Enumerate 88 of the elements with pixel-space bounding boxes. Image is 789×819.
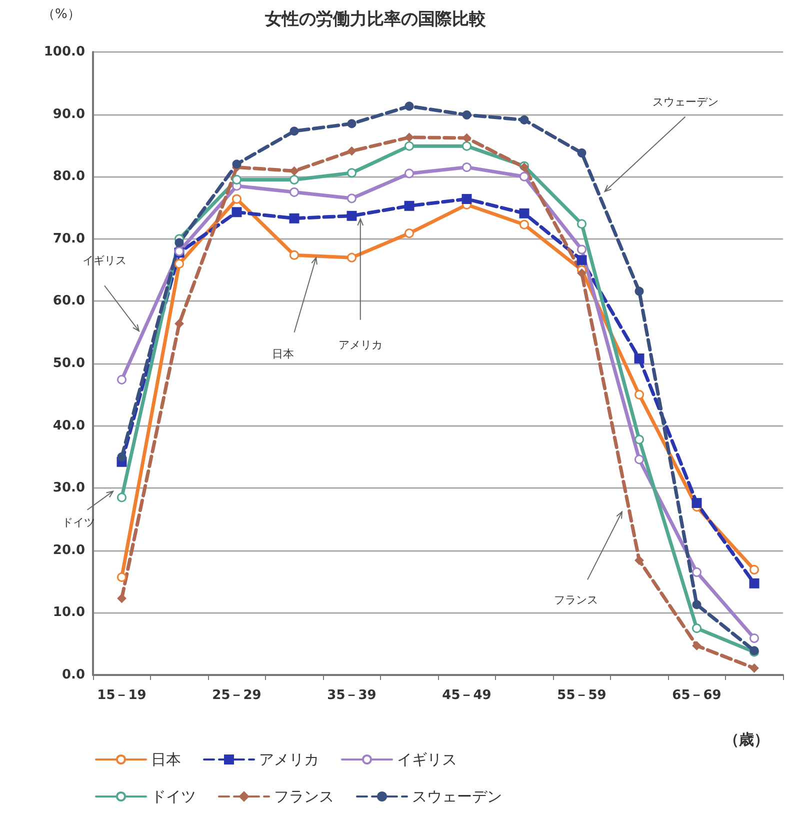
y-axis-title: （%） — [42, 7, 80, 22]
point — [519, 208, 530, 218]
y-tick-label: 20.0 — [52, 542, 85, 558]
point — [520, 115, 529, 124]
legend-label: スウェーデン — [412, 788, 502, 806]
point — [174, 238, 184, 248]
point — [117, 572, 126, 582]
point — [232, 174, 242, 184]
point — [117, 492, 126, 502]
y-tick-label: 100.0 — [44, 44, 85, 60]
point — [232, 160, 242, 169]
point — [347, 146, 356, 156]
annotation: 日本 — [272, 348, 294, 361]
point — [577, 219, 586, 229]
point — [290, 187, 299, 197]
x-tick-label: 55－59 — [557, 688, 606, 703]
point — [404, 168, 414, 178]
point — [347, 252, 356, 262]
point — [462, 194, 472, 204]
legend-label: ドイツ — [151, 788, 196, 806]
annotation: アメリカ — [338, 338, 382, 352]
y-tick-label: 50.0 — [52, 356, 85, 371]
legend-label: 日本 — [151, 750, 181, 768]
point — [462, 110, 472, 120]
y-tick-label: 60.0 — [52, 294, 85, 309]
point — [576, 255, 587, 266]
legend-label: フランス — [274, 788, 334, 806]
point — [174, 319, 184, 328]
chart-title: 女性の労働力比率の国際比較 — [264, 10, 487, 30]
x-tick-label: 45－49 — [442, 688, 492, 703]
point — [634, 286, 644, 296]
point — [347, 119, 356, 128]
point — [692, 600, 702, 610]
point — [577, 244, 586, 254]
y-tick-label: 10.0 — [52, 605, 85, 620]
point — [750, 564, 759, 574]
point — [290, 250, 299, 260]
y-tick-label: 80.0 — [52, 169, 85, 184]
point — [520, 220, 529, 230]
point — [692, 641, 702, 650]
point — [404, 200, 414, 211]
x-tick-label: 25－29 — [212, 688, 262, 703]
point — [404, 102, 414, 111]
point — [290, 126, 299, 136]
point — [692, 498, 702, 508]
y-tick-label: 30.0 — [52, 480, 85, 496]
y-tick-label: 40.0 — [52, 418, 85, 434]
point — [634, 434, 644, 444]
x-tick-label: 35－39 — [327, 688, 376, 703]
point — [117, 594, 126, 603]
point — [404, 132, 414, 142]
point — [117, 452, 126, 462]
point — [289, 213, 300, 224]
point — [520, 172, 529, 182]
point — [347, 194, 356, 204]
x-tick-label: 65－69 — [672, 688, 722, 703]
point — [692, 624, 702, 634]
point — [577, 148, 586, 158]
point — [634, 556, 644, 565]
x-axis-title: （歳） — [724, 730, 769, 748]
y-tick-label: 70.0 — [52, 231, 85, 246]
point — [749, 578, 760, 588]
point — [634, 354, 644, 364]
annotation: スウェーデン — [652, 95, 718, 108]
point — [692, 567, 702, 577]
point — [404, 228, 414, 238]
point — [290, 174, 299, 184]
point — [634, 390, 644, 400]
point — [346, 210, 357, 221]
point — [404, 141, 414, 151]
point — [232, 207, 242, 218]
x-tick-label: 15－19 — [97, 688, 146, 703]
point — [750, 633, 759, 643]
legend-label: アメリカ — [259, 750, 319, 768]
point — [117, 374, 126, 384]
point — [347, 168, 356, 178]
point — [634, 454, 644, 464]
point — [462, 162, 472, 172]
annotation: フランス — [554, 594, 598, 607]
point — [174, 259, 184, 269]
point — [232, 194, 242, 204]
legend-label: イギリス — [397, 750, 457, 768]
point — [750, 664, 759, 673]
point — [577, 268, 586, 278]
annotation: イギリス — [82, 254, 126, 268]
y-tick-label: 0.0 — [62, 668, 85, 682]
y-tick-label: 90.0 — [52, 106, 85, 122]
point — [462, 141, 472, 151]
